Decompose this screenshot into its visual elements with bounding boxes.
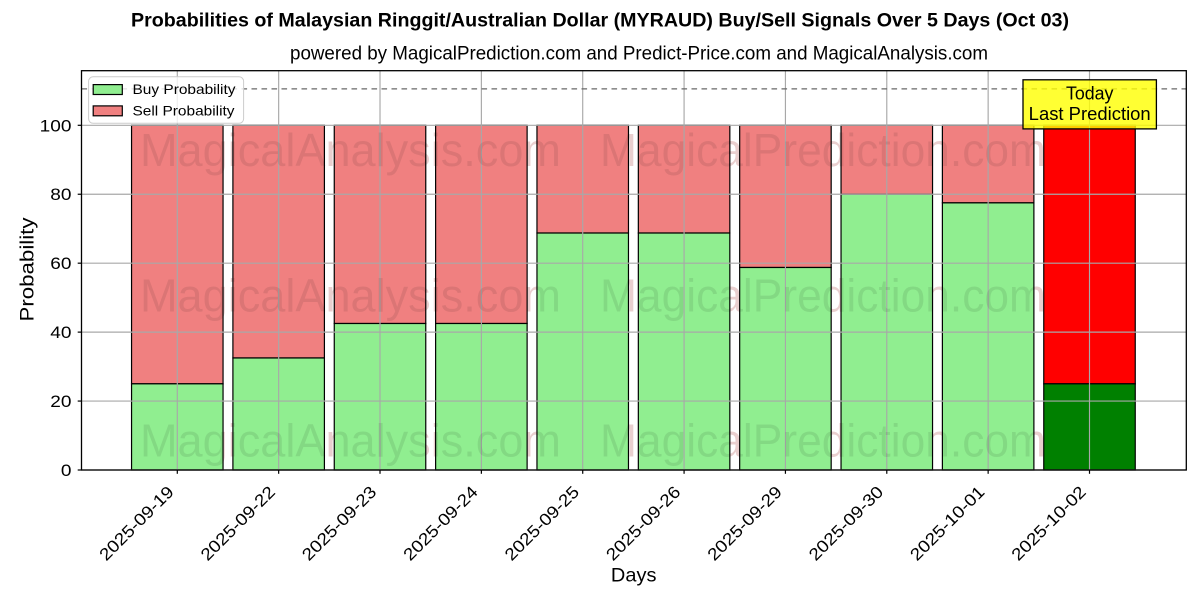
svg-text:MagicalPrediction.com: MagicalPrediction.com — [600, 269, 1046, 321]
svg-text:Sell Probability: Sell Probability — [133, 103, 235, 119]
svg-text:40: 40 — [50, 323, 71, 342]
svg-text:60: 60 — [50, 254, 71, 273]
svg-text:MagicalPrediction.com: MagicalPrediction.com — [600, 124, 1046, 176]
svg-text:MagicalPrediction.com: MagicalPrediction.com — [600, 415, 1046, 467]
svg-text:Buy Probability: Buy Probability — [133, 81, 236, 97]
svg-text:20: 20 — [50, 392, 71, 411]
svg-text:Last Prediction: Last Prediction — [1029, 104, 1151, 124]
svg-text:Days: Days — [611, 565, 657, 587]
svg-text:100: 100 — [40, 116, 72, 135]
svg-text:0: 0 — [61, 461, 72, 480]
svg-text:MagicalAnalysis.com: MagicalAnalysis.com — [140, 415, 561, 467]
svg-text:MagicalAnalysis.com: MagicalAnalysis.com — [140, 124, 561, 176]
svg-text:Probabilities of Malaysian Rin: Probabilities of Malaysian Ringgit/Austr… — [131, 9, 1069, 31]
svg-text:80: 80 — [50, 185, 71, 204]
svg-text:Probability: Probability — [17, 217, 39, 321]
svg-text:MagicalAnalysis.com: MagicalAnalysis.com — [140, 269, 561, 321]
svg-text:Today: Today — [1066, 83, 1114, 103]
svg-text:powered by MagicalPrediction.c: powered by MagicalPrediction.com and Pre… — [290, 42, 988, 64]
